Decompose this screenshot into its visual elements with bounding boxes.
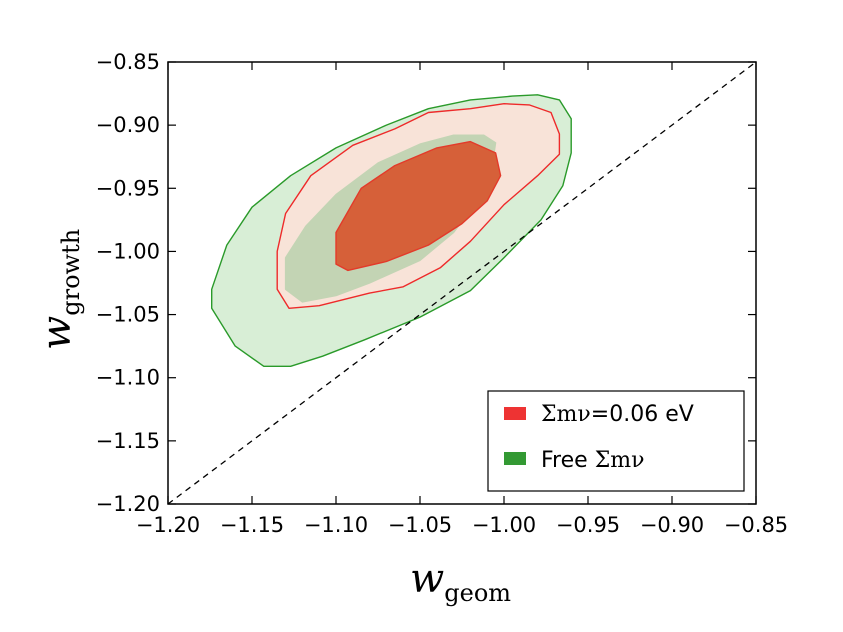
legend-label-free-mass: Free Σmν [541, 448, 644, 473]
x-tick-label: −1.00 [472, 513, 536, 537]
y-tick-label: −1.00 [96, 239, 160, 263]
y-tick-label: −1.05 [96, 303, 160, 327]
legend-label-fixed-mass: Σmν=0.06 eV [541, 402, 694, 427]
y-axis-label-main: w [34, 316, 80, 350]
legend-math-fixed-mass: Σmν [541, 402, 591, 427]
x-axis-label-sub: geom [444, 579, 511, 607]
x-tick-label: −0.95 [556, 513, 620, 537]
y-tick-label: −1.20 [96, 492, 160, 516]
x-tick-label: −1.15 [220, 513, 284, 537]
x-tick-label: −0.90 [640, 513, 704, 537]
x-tick-label: −1.05 [388, 513, 452, 537]
y-axis-label: wgrowth [34, 229, 85, 350]
legend-frame [487, 390, 745, 492]
legend-math-free-mass: Σmν [595, 448, 645, 473]
y-tick-label: −0.85 [96, 50, 160, 74]
legend-swatch-free-mass [504, 452, 526, 465]
contour-fixed-mass-68 [335, 140, 502, 272]
legend: Σmν=0.06 eV Free Σmν [487, 390, 745, 492]
y-tick-label: −0.95 [96, 176, 160, 200]
plot-frame [167, 61, 757, 505]
x-tick-label: −1.20 [136, 513, 200, 537]
x-tick-label: −0.85 [724, 513, 788, 537]
legend-prefix-free-mass: Free [541, 448, 595, 473]
legend-suffix-fixed-mass: =0.06 eV [591, 402, 694, 427]
legend-swatch-fixed-mass [504, 407, 526, 420]
y-tick-label: −1.10 [96, 366, 160, 390]
x-tick-label: −1.10 [304, 513, 368, 537]
axis-ticks: −1.20 −1.15 −1.10 −1.05 −1.00 −0.95 −0.90 −0.85… [96, 50, 789, 537]
contour-layer [210, 94, 572, 367]
x-axis-label: wgeom [410, 556, 511, 607]
reference-diagonal-line [167, 61, 757, 505]
y-tick-label: −1.15 [96, 429, 160, 453]
y-tick-label: −0.90 [96, 113, 160, 137]
y-axis-label-sub: growth [57, 229, 85, 316]
x-axis-label-main: w [410, 556, 444, 602]
